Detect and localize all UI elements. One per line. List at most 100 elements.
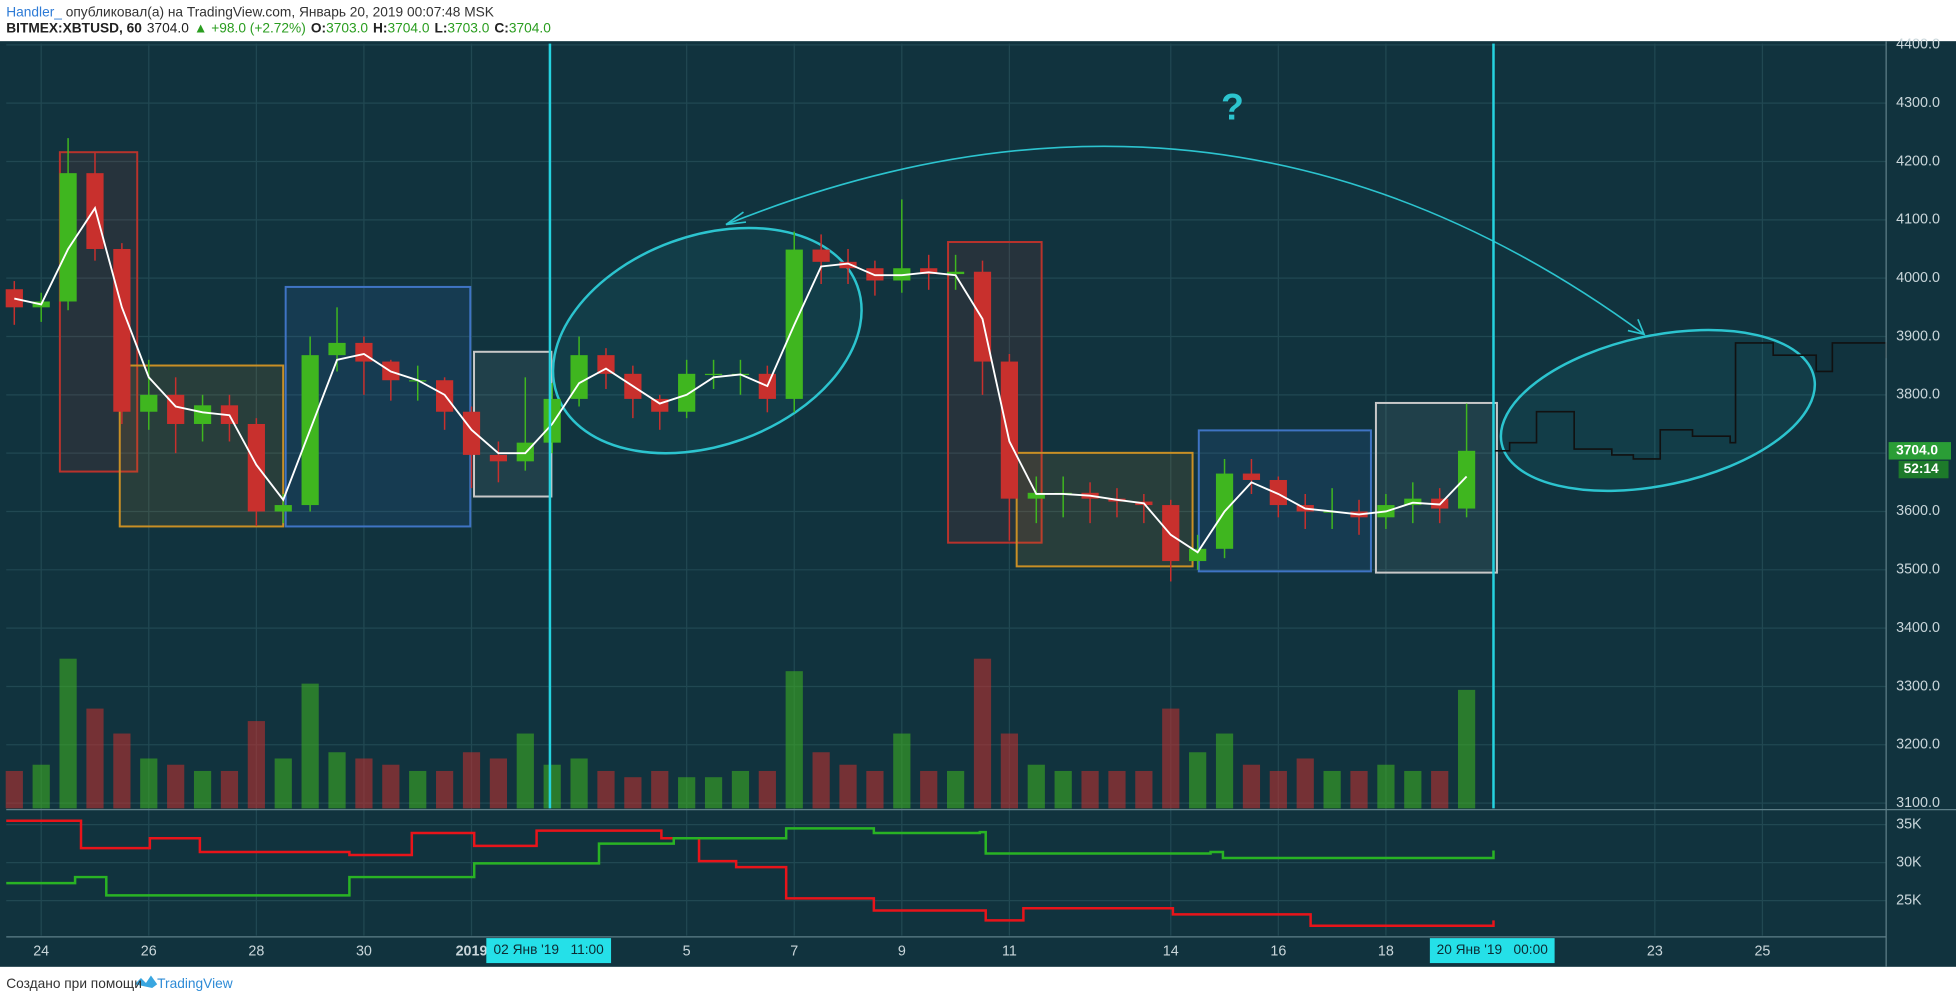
volume-bar	[1027, 764, 1045, 809]
marker-label: 20 Янв '19 00:00	[1437, 942, 1549, 957]
volume-bar	[651, 770, 669, 809]
moving-average	[14, 205, 1468, 554]
y-tick-label: 4200.0	[1896, 153, 1940, 169]
candle-body	[274, 505, 292, 512]
volume-bar	[758, 770, 776, 809]
volume-bar	[920, 770, 938, 809]
x-tick-label: 16	[1270, 944, 1286, 960]
last: 3704.0	[147, 20, 189, 35]
candle-body	[570, 355, 588, 399]
logo	[134, 975, 158, 989]
volume-bar	[812, 752, 830, 809]
volume-bar	[462, 752, 481, 809]
h: 3704.0	[388, 20, 430, 35]
candle-body	[1457, 450, 1476, 509]
candle-body	[140, 394, 158, 412]
volume-bar	[1108, 770, 1126, 809]
candle-body	[247, 423, 265, 512]
y2-tick-label: 30K	[1896, 854, 1922, 870]
y-tick-label: 3100.0	[1896, 795, 1940, 811]
box	[947, 241, 1043, 544]
volume-bar	[382, 764, 400, 809]
volume-bar	[59, 658, 77, 809]
volume-bar	[1081, 770, 1099, 809]
x-tick-label: 28	[248, 944, 264, 960]
volume-bar	[839, 764, 857, 809]
volume-bar	[1457, 689, 1476, 809]
candle-body	[1162, 505, 1180, 562]
countdown-bg	[1898, 460, 1949, 479]
volume-bar	[731, 770, 750, 809]
volume-bar	[1135, 770, 1153, 809]
y-tick-label: 3300.0	[1896, 678, 1940, 694]
candle-body	[543, 398, 561, 443]
box	[1374, 401, 1498, 574]
y2-tick-label: 25K	[1896, 892, 1922, 908]
candle-body	[920, 268, 938, 275]
volume-bar	[946, 770, 965, 809]
volume-bar	[1000, 733, 1018, 809]
chart-background	[0, 41, 1956, 967]
volume-bar	[1323, 770, 1341, 809]
y-tick-label: 4000.0	[1896, 270, 1940, 286]
volume-bar	[113, 733, 131, 809]
y-tick-label: 3500.0	[1896, 562, 1940, 578]
volume-bar	[1269, 770, 1287, 809]
h-label: H:	[373, 20, 387, 35]
symbol-line: BITMEX:XBTUSD, 60 3704.0 ▲ +98.0 (+2.72%) O…	[6, 20, 551, 35]
footer-brand[interactable]: TradingView	[157, 976, 233, 991]
y-tick-label: 4400.0	[1896, 37, 1940, 53]
volume-bar	[785, 671, 803, 809]
c: 3704.0	[509, 20, 551, 35]
volume-bar	[1054, 770, 1072, 809]
header-line: Handler_ опубликовал(а) на TradingView.c…	[6, 4, 494, 19]
x-tick-label: 7	[790, 944, 798, 960]
o: 3703.0	[326, 20, 368, 35]
candle-body	[678, 373, 696, 412]
author[interactable]: Handler_	[6, 4, 62, 19]
volume-bar	[1350, 770, 1368, 809]
candle-body	[489, 454, 508, 462]
volume-bar	[436, 770, 454, 809]
footer-text: Создано при помощи	[6, 976, 142, 991]
volume-bar	[220, 770, 239, 809]
c-label: C:	[494, 20, 508, 35]
x-tick-label: 23	[1647, 944, 1663, 960]
volume-bar	[86, 708, 104, 809]
plot	[5, 43, 1887, 927]
candle-body	[1189, 548, 1207, 562]
volume-bar	[32, 764, 50, 809]
countdown: 52:14	[1904, 461, 1939, 476]
arrow-head	[725, 211, 1646, 336]
volume-bar	[167, 764, 185, 809]
candle-body	[946, 271, 965, 275]
y-tick-label: 3900.0	[1896, 328, 1940, 344]
y-tick-label: 3800.0	[1896, 387, 1940, 403]
candle-body	[1269, 479, 1287, 506]
volume-bar	[704, 777, 723, 809]
candle-body	[59, 173, 77, 302]
candle-body	[839, 261, 857, 269]
volume-bar	[973, 658, 992, 809]
x-tick-label: 9	[898, 944, 906, 960]
volume-bar	[489, 758, 508, 809]
volume-bar	[570, 758, 588, 809]
candle-body	[193, 405, 212, 424]
symbol: BITMEX:XBTUSD, 60	[6, 20, 142, 35]
candle-body	[113, 248, 131, 412]
volume-bar	[140, 758, 158, 809]
volume-bar	[328, 752, 346, 809]
candle-body	[597, 355, 615, 374]
y-tick-label: 3600.0	[1896, 503, 1940, 519]
l-label: L:	[434, 20, 447, 35]
x-tick-label: 2019	[456, 944, 488, 960]
annotation: ?	[1221, 86, 1244, 128]
candle-body	[1027, 492, 1045, 499]
x-tick-label: 24	[33, 944, 49, 960]
volume-bar	[5, 770, 23, 809]
volume-bar	[355, 758, 373, 809]
volume-bar	[678, 777, 696, 809]
axes: 3100.03200.03300.03400.03500.03600.03700…	[33, 37, 1952, 964]
l: 3703.0	[447, 20, 489, 35]
